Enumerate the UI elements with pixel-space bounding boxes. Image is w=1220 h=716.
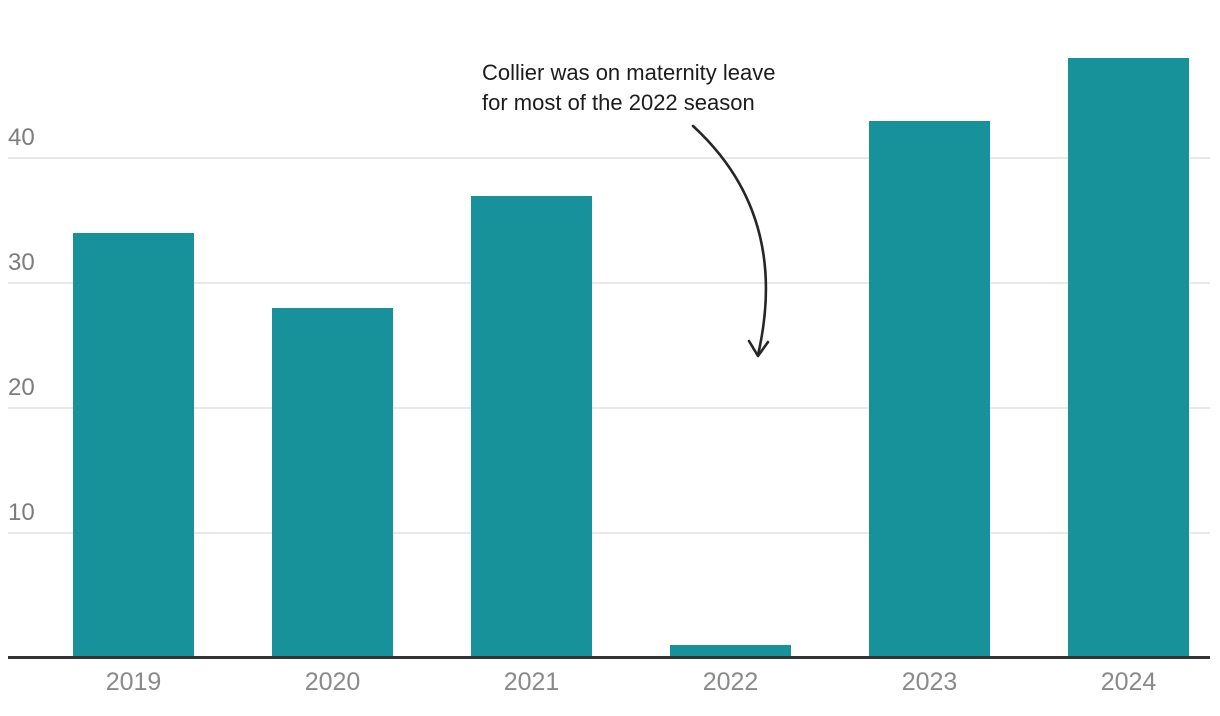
- annotation-text: Collier was on maternity leave for most …: [482, 58, 775, 118]
- gridline-10: [8, 531, 1210, 534]
- annotation-line-2: for most of the 2022 season: [482, 90, 755, 115]
- x-tick-label-2022: 2022: [702, 668, 759, 696]
- bar-2024: [1068, 58, 1189, 658]
- y-tick-label-40: 40: [8, 124, 35, 152]
- annotation-arrowhead-icon: [747, 339, 770, 358]
- x-tick-label-2023: 2023: [901, 668, 958, 696]
- x-tick-label-2019: 2019: [105, 668, 162, 696]
- x-tick-label-2024: 2024: [1100, 668, 1157, 696]
- bar-2020: [272, 308, 393, 658]
- y-tick-label-20: 20: [8, 373, 35, 401]
- bar-2019: [73, 233, 194, 658]
- annotation-line-1: Collier was on maternity leave: [482, 60, 776, 85]
- y-tick-label-10: 10: [8, 498, 35, 526]
- y-tick-label-30: 30: [8, 249, 35, 277]
- gridline-40: [8, 157, 1210, 160]
- x-tick-label-2021: 2021: [503, 668, 560, 696]
- bar-2021: [471, 195, 592, 658]
- gridline-20: [8, 406, 1210, 409]
- gridline-30: [8, 282, 1210, 285]
- bar-2023: [869, 120, 990, 658]
- annotation-arrow-curve: [691, 124, 768, 357]
- bar-2022: [670, 645, 791, 658]
- x-axis-line: [8, 656, 1210, 659]
- x-tick-label-2020: 2020: [304, 668, 361, 696]
